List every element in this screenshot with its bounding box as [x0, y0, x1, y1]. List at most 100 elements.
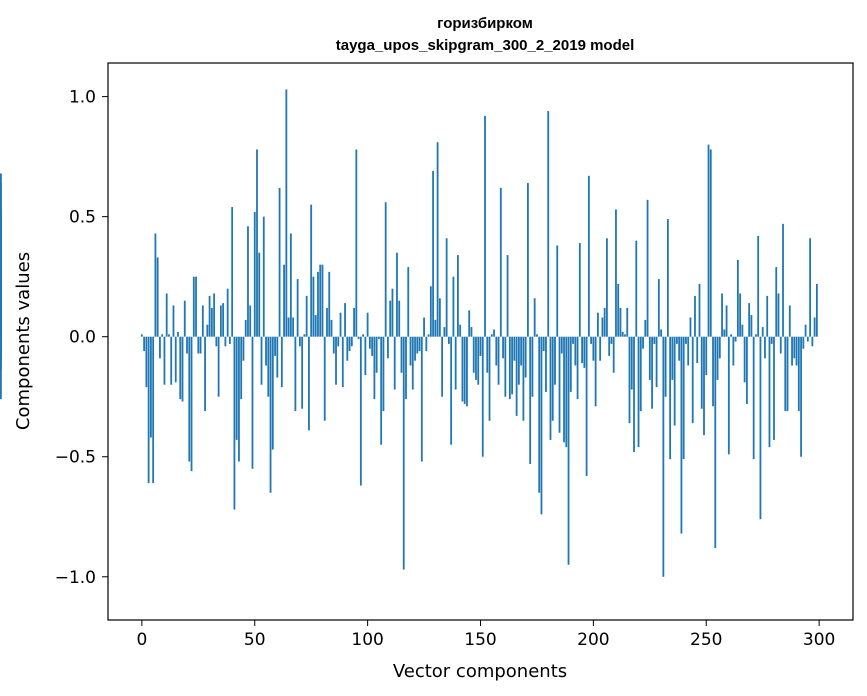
bar-210 — [615, 209, 617, 337]
bar-256 — [718, 336, 721, 359]
bar-217 — [630, 336, 633, 390]
bar-23 — [192, 276, 195, 337]
bar-198 — [587, 175, 590, 337]
bar-196 — [583, 336, 586, 368]
bar-85 — [332, 336, 335, 354]
bar-122 — [416, 336, 419, 354]
bar-177 — [540, 336, 543, 515]
bar-16 — [177, 331, 179, 337]
bar-8 — [159, 336, 161, 359]
bar-47 — [247, 226, 249, 337]
bar-14 — [172, 305, 175, 337]
bar-230 — [660, 329, 663, 337]
y-tick-label: 0.5 — [69, 208, 96, 228]
bar-52 — [258, 252, 261, 337]
bar-246 — [696, 336, 699, 364]
bar-146 — [470, 327, 473, 337]
bar-157 — [495, 336, 498, 366]
bar-20 — [186, 336, 188, 354]
bar-92 — [348, 336, 351, 352]
bar-112 — [393, 336, 396, 390]
chart-subtitle: tayga_upos_skipgram_300_2_2019 model — [336, 37, 635, 54]
bar-273 — [757, 235, 760, 337]
bar-11 — [165, 293, 168, 337]
bar-231 — [662, 336, 665, 577]
bar-120 — [411, 336, 414, 390]
bar-132 — [438, 298, 441, 337]
bar-244 — [691, 336, 694, 424]
bar-145 — [468, 310, 471, 337]
bar-136 — [447, 336, 450, 344]
bar-288 — [791, 336, 793, 366]
bar-294 — [804, 324, 807, 337]
bar-64 — [285, 89, 288, 337]
bar-161 — [504, 336, 507, 397]
chart-title: горизбирком — [437, 15, 533, 32]
bar-117 — [405, 336, 407, 400]
bar-31 — [210, 307, 213, 337]
bar-274 — [759, 336, 762, 520]
bar-21 — [188, 336, 191, 462]
bar-243 — [689, 317, 692, 337]
bar-186 — [560, 336, 563, 354]
bar-262 — [732, 336, 735, 366]
bar-240 — [682, 336, 685, 460]
bar-89 — [341, 336, 344, 388]
bar-1 — [143, 336, 146, 352]
bar-142 — [461, 336, 464, 402]
bar-66 — [289, 233, 292, 337]
bar-7 — [156, 257, 159, 337]
bar-200 — [592, 336, 595, 361]
y-tick-label: −1.0 — [55, 568, 96, 588]
bar-228 — [655, 336, 658, 388]
bar-264 — [736, 259, 739, 337]
bar-54 — [262, 216, 265, 337]
bar-225 — [648, 336, 651, 380]
bar-299 — [815, 283, 818, 337]
bar-67 — [292, 317, 295, 337]
bar-104 — [375, 336, 378, 373]
bar-208 — [610, 336, 613, 344]
bar-36 — [222, 303, 225, 337]
bar-155 — [490, 334, 493, 337]
bar-134 — [443, 327, 446, 337]
bar-140 — [457, 255, 459, 337]
bar-15 — [174, 336, 177, 383]
bar-78 — [317, 271, 319, 337]
bar-45 — [242, 336, 245, 361]
bar-224 — [646, 199, 649, 337]
bar-194 — [578, 243, 581, 337]
bar-197 — [585, 336, 588, 476]
y-tick-label: 0.0 — [69, 328, 96, 348]
bar-68 — [294, 336, 297, 412]
bar-182 — [551, 336, 554, 421]
bar-285 — [784, 336, 787, 412]
x-tick-label: 50 — [244, 630, 266, 650]
bar-56 — [267, 336, 270, 397]
bar-219 — [635, 240, 638, 337]
bar-188 — [565, 336, 568, 448]
bar-259 — [725, 305, 728, 337]
bar-232 — [664, 336, 667, 397]
bar-undefined — [0, 271, 2, 337]
bar-13 — [170, 336, 173, 385]
bar-263 — [734, 336, 737, 342]
bar-298 — [813, 317, 816, 337]
bar-287 — [788, 305, 791, 337]
bar-180 — [547, 111, 550, 337]
bar-70 — [298, 336, 301, 347]
y-tick-label: 1.0 — [69, 88, 96, 108]
bar-111 — [391, 288, 394, 337]
bar-102 — [371, 336, 374, 356]
x-tick-label: 250 — [690, 630, 722, 650]
bar-179 — [545, 336, 547, 392]
bar-153 — [486, 336, 489, 373]
bar-150 — [479, 336, 482, 356]
bar-72 — [303, 334, 306, 337]
bar-237 — [676, 336, 678, 344]
bar-181 — [549, 336, 552, 440]
bar-undefined — [0, 183, 2, 337]
bar-undefined — [0, 336, 2, 400]
bar-207 — [608, 336, 611, 356]
